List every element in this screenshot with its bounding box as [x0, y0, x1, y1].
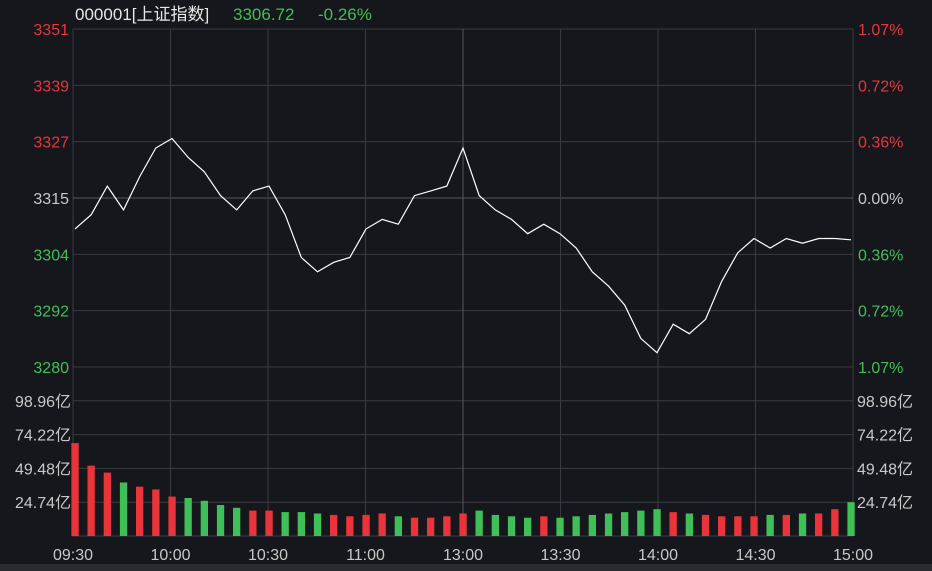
price-tick-label: 3315 [33, 191, 69, 208]
percent-tick-label: 1.07% [858, 360, 903, 377]
volume-tick-label-left: 24.74亿 [15, 494, 71, 512]
volume-bar [136, 486, 144, 536]
volume-tick-label-left: 74.22亿 [15, 427, 71, 445]
index-code-name: 000001[上证指数] [75, 5, 209, 24]
volume-bar [410, 517, 419, 536]
volume-tick-label-right: 24.74亿 [857, 494, 913, 512]
volume-tick-label-right: 49.48亿 [857, 460, 913, 478]
volume-bar [637, 510, 645, 536]
price-tick-label: 3304 [33, 247, 69, 264]
percent-tick-label: 0.72% [858, 78, 903, 95]
volume-bar [443, 516, 451, 536]
price-line-layer [74, 137, 852, 354]
volume-bar [669, 512, 677, 536]
price-tick-label: 3280 [33, 360, 69, 377]
volume-bar [701, 514, 710, 536]
volume-bar [233, 507, 241, 536]
volume-bar [297, 512, 305, 536]
volume-bar [200, 500, 208, 536]
volume-bar [604, 513, 613, 536]
volume-bar [281, 512, 289, 536]
volume-bar [831, 509, 839, 536]
time-axis: 09:30 10:00 10:30 11:00 13:00 13:30 14:00 14:30… [53, 547, 873, 564]
volume-bar [378, 513, 386, 536]
time-tick-label: 10:30 [248, 547, 288, 564]
volume-bar [766, 514, 774, 536]
volume-bar [330, 514, 338, 536]
price-tick-label: 3351 [33, 22, 69, 39]
volume-bar [103, 472, 111, 536]
volume-bar [249, 510, 257, 536]
percent-tick-label: 1.07% [858, 22, 903, 39]
volume-bar [734, 516, 742, 536]
volume-bar [556, 517, 564, 536]
volume-bar [362, 514, 370, 536]
volume-bar [313, 513, 322, 536]
price-tick-label: 3292 [33, 304, 69, 321]
volume-bar [507, 516, 516, 536]
time-tick-label: 10:00 [150, 547, 190, 564]
time-tick-label: 14:30 [735, 547, 775, 564]
volume-bar [540, 516, 548, 536]
volume-bar [184, 498, 192, 536]
volume-bar [491, 514, 499, 536]
price-line [74, 137, 852, 354]
left-price-axis: 3351 3339 3327 3315 3304 3292 3280 [33, 22, 69, 377]
time-tick-label: 09:30 [53, 547, 93, 564]
volume-bar [216, 505, 225, 536]
volume-bar [588, 514, 596, 536]
volume-tick-label-right: 74.22亿 [857, 427, 913, 445]
volume-bars [71, 443, 855, 537]
volume-bar [653, 509, 661, 536]
time-tick-label: 11:00 [346, 547, 385, 564]
volume-tick-label-right: 98.96亿 [857, 393, 913, 411]
volume-bar [815, 513, 823, 536]
volume-bar [394, 516, 402, 536]
bottom-scrollbar[interactable] [0, 564, 932, 571]
volume-tick-label-left: 49.48亿 [15, 460, 71, 478]
volume-bar [782, 514, 790, 536]
percent-tick-label: 0.36% [858, 135, 903, 152]
time-tick-label: 14:00 [638, 547, 678, 564]
volume-tick-label-left: 98.96亿 [15, 393, 71, 411]
index-change-percent: -0.26% [318, 5, 372, 24]
volume-bar [798, 513, 807, 536]
volume-bar [265, 510, 273, 536]
volume-axis: 98.96亿 98.96亿 74.22亿 74.22亿 49.48亿 49.48亿 24.7… [15, 393, 913, 512]
percent-tick-label: 0.72% [858, 304, 903, 321]
volume-bar [621, 512, 629, 536]
time-tick-label: 15:00 [833, 547, 873, 564]
volume-bar [459, 513, 467, 536]
volume-bar [475, 510, 483, 536]
volume-bar [168, 496, 176, 536]
time-tick-label: 13:30 [540, 547, 580, 564]
volume-bar [119, 482, 128, 536]
volume-bar [685, 513, 693, 536]
volume-bar [346, 516, 354, 536]
volume-bar [572, 516, 580, 536]
volume-bar [87, 465, 95, 536]
volume-bar [152, 489, 160, 536]
percent-tick-label: 0.00% [858, 191, 903, 208]
volume-bar [71, 443, 79, 537]
volume-bar [524, 517, 532, 536]
price-tick-label: 3339 [33, 78, 69, 95]
index-price: 3306.72 [233, 5, 294, 24]
price-tick-label: 3327 [33, 135, 69, 152]
volume-bar [427, 517, 435, 536]
right-percent-axis: 1.07% 0.72% 0.36% 0.00% 0.36% 0.72% 1.07% [858, 22, 903, 377]
volume-bar [750, 516, 758, 536]
volume-bar [847, 502, 855, 536]
percent-tick-label: 0.36% [858, 247, 903, 264]
volume-bar [718, 516, 726, 536]
time-tick-label: 13:00 [443, 547, 483, 564]
